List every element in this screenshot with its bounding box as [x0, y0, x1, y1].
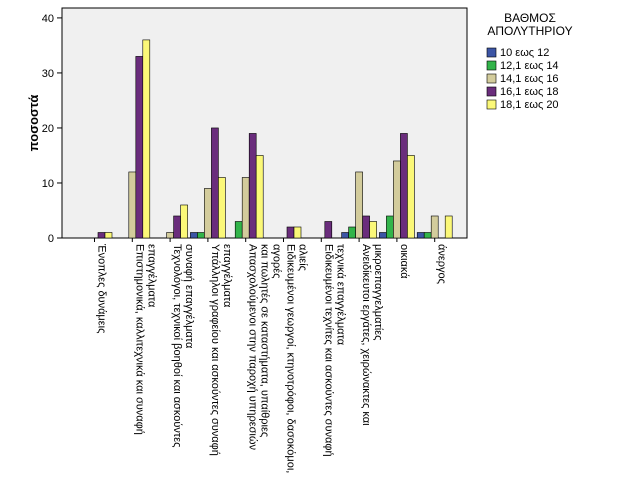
bar	[173, 215, 181, 239]
bar	[241, 177, 250, 239]
bar	[341, 232, 349, 239]
x-tick-label-line: Ειδικευμένοι γεωργοί, κτηνοτρόφοι, δασοκ…	[285, 244, 297, 473]
x-tick-label: Ειδικευμένοι τεχνίτες και ασκούντες συνα…	[322, 244, 346, 457]
bar	[369, 221, 377, 239]
bar	[142, 39, 151, 239]
bar	[423, 232, 432, 239]
bar	[218, 177, 226, 239]
legend-title: ΑΠΟΛΥΤΗΡΙΟΥ	[487, 24, 572, 38]
x-tick-label-line: μικροεπαγγελματίες	[372, 244, 384, 340]
bar	[135, 56, 144, 239]
bar	[286, 226, 295, 239]
bar	[416, 232, 425, 239]
x-tick-label-line: συναφή επαγγέλματα	[183, 244, 195, 349]
bar	[197, 232, 205, 239]
bar	[97, 232, 106, 239]
legend-swatch	[486, 60, 497, 71]
x-tick-label: άνεργος	[436, 244, 448, 284]
x-tick-label-line: επαγγέλματα	[145, 244, 157, 308]
x-tick-label: Ένοπλες δυνάμεις	[96, 243, 108, 333]
x-tick-label-line: οικιακά	[398, 244, 410, 279]
bar	[430, 215, 439, 239]
x-tick-label: Τεχνολόγοι, τεχνικοί βοηθοί και ασκούντε…	[171, 244, 195, 447]
x-tick-label-line: Ανειδίκευτοι εργάτες, χειρώνακτες και	[360, 244, 372, 426]
x-tick-label-line: Απασχολούμενοι στην παροχή υπηρεσιών	[247, 244, 259, 450]
bar	[104, 232, 113, 239]
x-tick-label: Ειδικευμένοι γεωργοί, κτηνοτρόφοι, δασοκ…	[285, 244, 309, 473]
legend-label: 16,1 εως 18	[500, 86, 559, 98]
legend-swatch	[486, 99, 497, 110]
bar	[407, 155, 415, 239]
bar	[248, 133, 257, 239]
bar	[324, 221, 333, 239]
x-tick-label-line: άνεργος	[436, 244, 448, 284]
bar	[393, 160, 401, 239]
x-tick-label-line: τεχνικά επαγγέλματα	[334, 244, 346, 346]
bar	[379, 232, 387, 239]
bar	[180, 204, 188, 239]
bar	[234, 221, 243, 239]
bar	[211, 127, 219, 239]
legend-label: 12,1 εως 14	[500, 60, 559, 72]
legend-swatch	[486, 47, 497, 58]
x-tick-label: Υπάλληλοι γραφείου και ασκούντες συναφήε…	[209, 244, 233, 456]
bar	[400, 133, 408, 239]
x-tick-label-line: αλιείς	[297, 244, 309, 271]
x-tick-label: Απασχολούμενοι στην παροχή υπηρεσιώνκαι …	[247, 244, 283, 450]
bar	[355, 171, 363, 239]
x-tick-label-line: επαγγέλματα	[221, 244, 233, 308]
y-tick-label: 20	[42, 123, 54, 135]
x-tick-label: Ανειδίκευτοι εργάτες, χειρώνακτες καιμικ…	[360, 244, 384, 426]
legend-label: 10 εως 12	[500, 47, 549, 59]
x-tick-label-line: και πωλητές σε καταστήματα, υπαίθριες	[259, 244, 271, 437]
bar	[128, 171, 137, 239]
bar	[255, 155, 264, 239]
legend-title: ΒΑΘΜΟΣ	[504, 11, 556, 25]
x-tick-label-line: Ειδικευμένοι τεχνίτες και ασκούντες συνα…	[322, 244, 334, 457]
legend-swatch	[486, 73, 497, 84]
x-tick-label-line: Επιστημονικά, καλλιτεχνικά και συναφή	[133, 244, 145, 435]
x-tick-label: Επιστημονικά, καλλιτεχνικά και συναφήεπα…	[133, 244, 157, 435]
y-tick-label: 40	[42, 13, 54, 25]
bar	[166, 232, 174, 239]
bar	[293, 226, 302, 239]
bar	[362, 215, 370, 239]
x-tick-label-line: Ένοπλες δυνάμεις	[96, 243, 108, 333]
legend-label: 18,1 εως 20	[500, 99, 559, 111]
legend-label: 14,1 εως 16	[500, 73, 559, 85]
legend-swatch	[486, 86, 497, 97]
x-tick-label: οικιακά	[398, 244, 410, 279]
x-tick-label-line: Τεχνολόγοι, τεχνικοί βοηθοί και ασκούντε…	[171, 244, 183, 447]
y-tick-label: 30	[42, 68, 54, 80]
bar	[190, 232, 198, 239]
y-tick-label: 0	[48, 233, 54, 245]
x-tick-label-line: αγορές	[271, 244, 283, 278]
bar	[386, 215, 394, 239]
bar	[444, 215, 453, 239]
y-axis-label: ποσοστά	[26, 95, 41, 152]
x-tick-label-line: Υπάλληλοι γραφείου και ασκούντες συναφή	[209, 244, 221, 456]
bar	[204, 188, 212, 239]
bar	[348, 226, 356, 239]
y-tick-label: 10	[42, 178, 54, 190]
